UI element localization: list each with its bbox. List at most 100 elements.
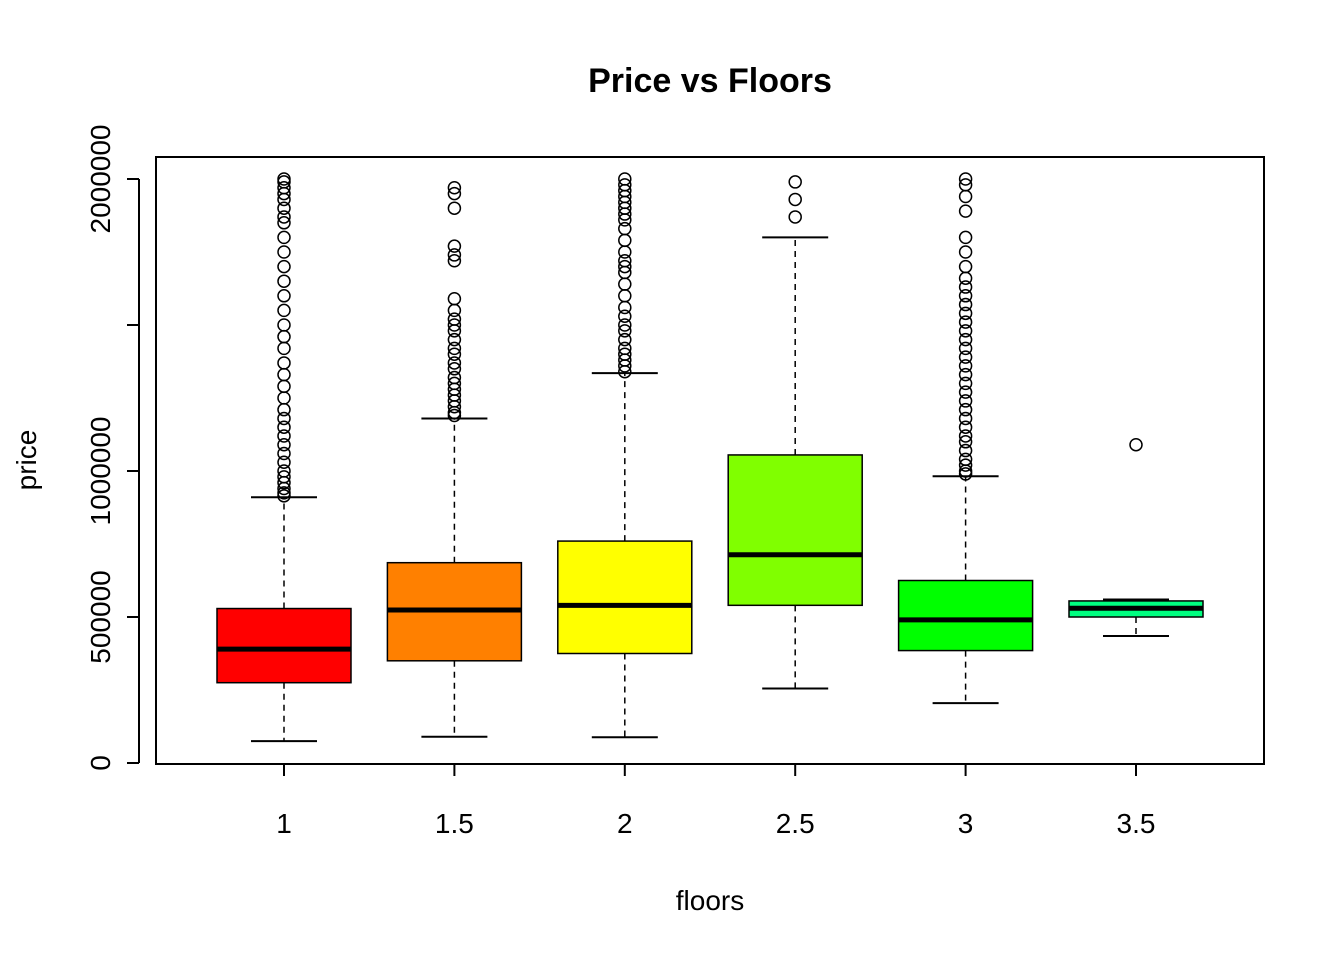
outlier-point bbox=[958, 289, 973, 303]
box-1 bbox=[216, 172, 352, 743]
outlier-point bbox=[277, 356, 291, 370]
box-2 bbox=[557, 172, 693, 739]
y-tick-label: 1000000 bbox=[85, 416, 116, 525]
outlier-point bbox=[447, 312, 462, 326]
x-axis-label: floors bbox=[676, 885, 744, 916]
y-axis: 0 500000 1000000 2000000 bbox=[85, 124, 140, 771]
box-3.5 bbox=[1068, 437, 1204, 637]
outlier-point bbox=[788, 175, 802, 189]
outlier-point bbox=[618, 172, 632, 186]
outlier-point bbox=[618, 347, 632, 361]
outlier-point bbox=[958, 367, 973, 382]
outlier-point bbox=[277, 259, 291, 274]
outlier-point bbox=[958, 245, 973, 259]
outlier-point bbox=[788, 192, 802, 207]
outlier-point bbox=[277, 455, 291, 469]
x-axis: 1 1.5 2 2.5 3 3.5 bbox=[276, 763, 1156, 839]
outlier-point bbox=[618, 324, 632, 338]
outlier-point bbox=[277, 420, 291, 434]
outlier-point bbox=[1129, 437, 1143, 452]
outlier-point bbox=[618, 309, 632, 323]
outlier-point bbox=[447, 370, 462, 385]
outlier-point bbox=[277, 172, 291, 186]
outlier-point bbox=[447, 248, 462, 262]
outlier-point bbox=[618, 259, 632, 274]
y-tick-label: 2000000 bbox=[85, 124, 116, 233]
outlier-point bbox=[277, 446, 291, 461]
outlier-point bbox=[618, 233, 632, 248]
outlier-point bbox=[958, 452, 973, 467]
outlier-point bbox=[618, 341, 632, 356]
outlier-point bbox=[277, 230, 291, 245]
outlier-point bbox=[277, 489, 291, 503]
outlier-point bbox=[277, 274, 291, 288]
outlier-point bbox=[447, 181, 462, 195]
outlier-point bbox=[618, 289, 632, 303]
outlier-point bbox=[958, 443, 973, 458]
outlier-point bbox=[447, 291, 462, 306]
outlier-point bbox=[277, 486, 291, 500]
outlier-point bbox=[447, 239, 462, 253]
outlier-point bbox=[618, 300, 632, 315]
outlier-point bbox=[958, 458, 973, 472]
boxes bbox=[216, 172, 1204, 743]
outlier-point bbox=[447, 254, 462, 268]
outlier-point bbox=[277, 329, 291, 344]
box-iqr bbox=[216, 607, 352, 684]
box-2.5 bbox=[727, 175, 863, 690]
outlier-point bbox=[958, 259, 973, 274]
outlier-point bbox=[958, 172, 973, 186]
chart-title: Price vs Floors bbox=[588, 62, 832, 100]
outlier-point bbox=[958, 280, 973, 294]
outlier-point bbox=[447, 332, 462, 347]
outlier-point bbox=[958, 359, 973, 373]
x-tick-label: 1 bbox=[276, 808, 292, 839]
outlier-point bbox=[618, 221, 632, 236]
outlier-point bbox=[447, 186, 462, 201]
outlier-point bbox=[277, 437, 291, 452]
box-iqr bbox=[727, 454, 863, 607]
outlier-point bbox=[958, 297, 973, 312]
outlier-point bbox=[447, 376, 462, 391]
outlier-point bbox=[958, 230, 973, 245]
outlier-point bbox=[447, 362, 462, 376]
outlier-point bbox=[277, 429, 291, 443]
x-tick-label: 3.5 bbox=[1117, 808, 1156, 839]
outlier-point bbox=[277, 470, 291, 484]
outlier-point bbox=[958, 394, 973, 408]
outlier-point bbox=[277, 367, 291, 382]
outlier-point bbox=[958, 429, 973, 443]
outlier-point bbox=[618, 318, 632, 332]
outlier-point bbox=[958, 306, 973, 321]
box-3 bbox=[897, 172, 1034, 705]
outlier-point bbox=[447, 201, 462, 215]
outlier-point bbox=[277, 210, 291, 224]
outlier-point bbox=[958, 385, 973, 399]
outlier-point bbox=[958, 376, 973, 391]
outlier-point bbox=[277, 379, 291, 394]
box-iqr bbox=[897, 579, 1034, 652]
outlier-point bbox=[618, 332, 632, 347]
outlier-point bbox=[618, 254, 632, 268]
x-tick-label: 2 bbox=[617, 808, 633, 839]
outlier-point bbox=[277, 303, 291, 318]
outlier-point bbox=[277, 216, 291, 230]
outlier-point bbox=[958, 350, 973, 364]
x-tick-label: 1.5 bbox=[435, 808, 474, 839]
outlier-point bbox=[618, 277, 632, 291]
outlier-point bbox=[277, 318, 291, 332]
outlier-point bbox=[958, 324, 973, 338]
outlier-point bbox=[958, 189, 973, 204]
box-iqr bbox=[557, 540, 693, 655]
outlier-point bbox=[277, 411, 291, 426]
outlier-point bbox=[958, 435, 973, 449]
outlier-point bbox=[447, 341, 462, 356]
outlier-point bbox=[958, 402, 973, 417]
outlier-point bbox=[277, 402, 291, 417]
outlier-point bbox=[958, 341, 973, 356]
outlier-point bbox=[447, 356, 462, 370]
outlier-point bbox=[277, 181, 291, 195]
outlier-point bbox=[277, 341, 291, 356]
outlier-point bbox=[277, 289, 291, 303]
